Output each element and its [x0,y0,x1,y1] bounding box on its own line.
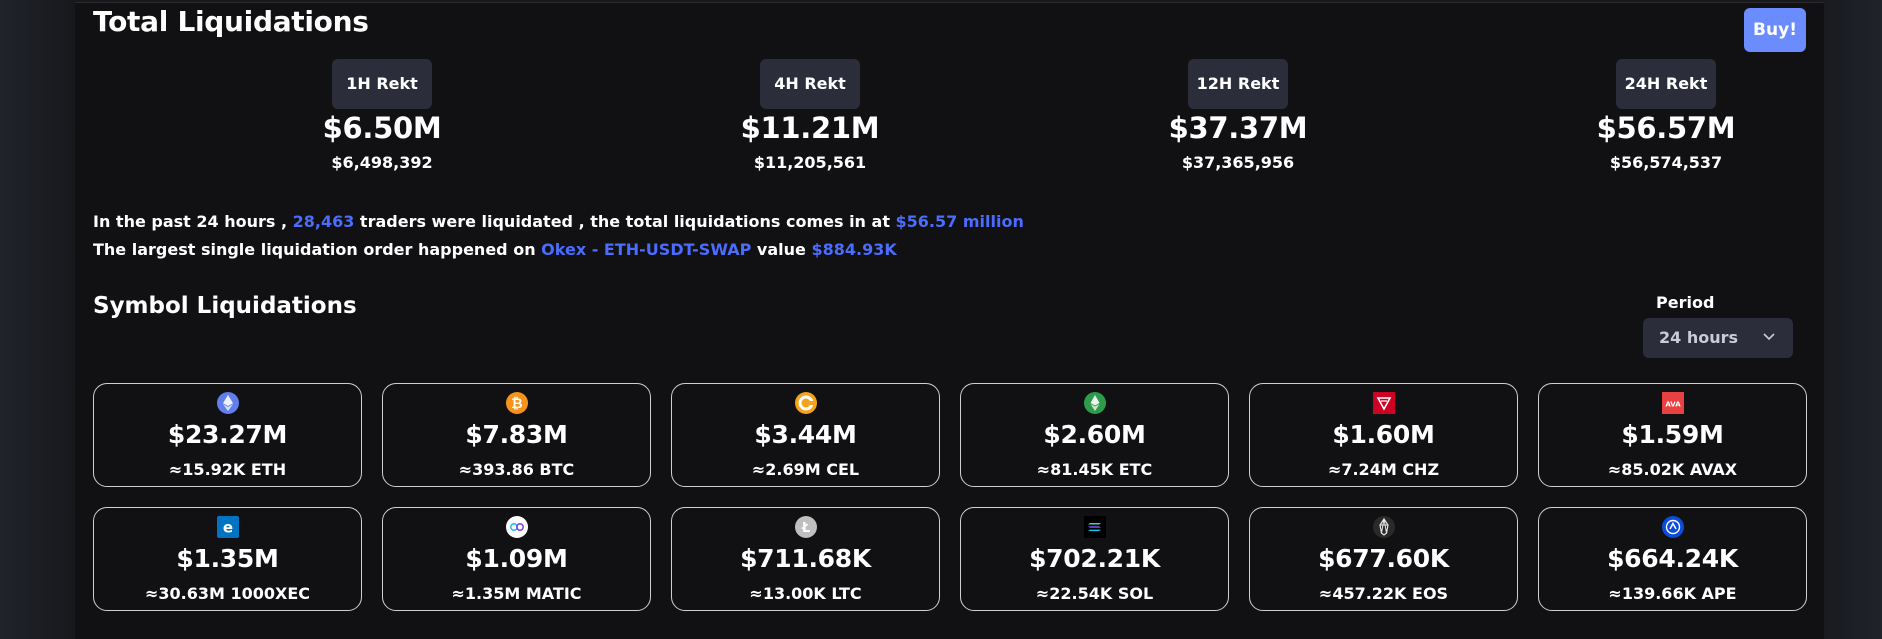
ltc-icon: Ł [795,516,817,538]
rekt-tab-24h[interactable]: 24H Rekt [1616,59,1716,109]
symbol-card-btc[interactable]: ₿ $7.83M ≈393.86 BTC [382,383,651,487]
summary-text: The largest single liquidation order hap… [93,240,542,259]
period-label: Period [1656,293,1715,312]
avax-icon: AVA [1662,392,1684,414]
page-title: Total Liquidations [93,5,369,38]
symbol-card-etc[interactable]: $2.60M ≈81.45K ETC [960,383,1229,487]
section-title: Symbol Liquidations [93,293,357,319]
card-value: $702.21K [1029,544,1160,573]
rekt-12h: 12H Rekt $37.37M $37,365,956 [1088,59,1388,172]
eos-icon [1373,516,1395,538]
svg-text:AVA: AVA [1665,401,1681,409]
card-amount: ≈393.86 BTC [458,460,575,479]
matic-icon [506,516,528,538]
largest-order-link[interactable]: Okex - ETH-USDT-SWAP [541,240,752,259]
rekt-short-value: $6.50M [322,111,442,145]
card-value: $3.44M [754,420,857,449]
symbol-card-matic[interactable]: $1.09M ≈1.35M MATIC [382,507,651,611]
card-amount: ≈457.22K EOS [1318,584,1449,603]
rekt-1h: 1H Rekt $6.50M $6,498,392 [232,59,532,172]
rekt-full-value: $37,365,956 [1181,153,1295,172]
chevron-down-icon [1763,333,1775,341]
etc-icon [1084,392,1106,414]
summary-line-largest: The largest single liquidation order hap… [93,240,897,259]
liquidations-panel: Total Liquidations Buy! 1H Rekt $6.50M $… [75,2,1824,639]
card-value: $664.24K [1607,544,1738,573]
symbol-card-xec[interactable]: e $1.35M ≈30.63M 1000XEC [93,507,362,611]
rekt-short-value: $56.57M [1596,111,1736,145]
rekt-24h: 24H Rekt $56.57M $56,574,537 [1516,59,1816,172]
cel-icon [795,392,817,414]
chz-icon [1373,392,1395,414]
ape-icon [1662,516,1684,538]
card-amount: ≈139.66K APE [1608,584,1737,603]
card-amount: ≈2.69M CEL [751,460,860,479]
symbol-card-eos[interactable]: $677.60K ≈457.22K EOS [1249,507,1518,611]
eth-icon [217,392,239,414]
card-amount: ≈15.92K ETH [168,460,287,479]
rekt-4h: 4H Rekt $11.21M $11,205,561 [660,59,960,172]
summary-text: traders were liquidated , the total liqu… [354,212,896,231]
card-value: $1.59M [1621,420,1724,449]
btc-icon: ₿ [506,392,528,414]
total-liquidations: $56.57 million [895,212,1024,231]
xec-icon: e [217,516,239,538]
card-amount: ≈85.02K AVAX [1607,460,1738,479]
card-value: $1.60M [1332,420,1435,449]
rekt-full-value: $6,498,392 [331,153,433,172]
rekt-full-value: $56,574,537 [1609,153,1723,172]
card-amount: ≈30.63M 1000XEC [144,584,311,603]
symbol-card-ape[interactable]: $664.24K ≈139.66K APE [1538,507,1807,611]
card-value: $23.27M [167,420,288,449]
card-amount: ≈13.00K LTC [749,584,862,603]
symbol-card-cel[interactable]: $3.44M ≈2.69M CEL [671,383,940,487]
svg-text:Ł: Ł [801,521,810,536]
symbol-card-sol[interactable]: $702.21K ≈22.54K SOL [960,507,1229,611]
traders-count: 28,463 [292,212,355,231]
rekt-tab-4h[interactable]: 4H Rekt [760,59,860,109]
rekt-tab-12h[interactable]: 12H Rekt [1188,59,1288,109]
card-value: $1.35M [176,544,279,573]
buy-button[interactable]: Buy! [1744,8,1806,52]
card-amount: ≈1.35M MATIC [451,584,582,603]
summary-text: In the past 24 hours , [93,212,293,231]
symbol-card-chz[interactable]: $1.60M ≈7.24M CHZ [1249,383,1518,487]
period-select[interactable]: 24 hours [1643,318,1793,358]
rekt-short-value: $11.21M [740,111,880,145]
period-value: 24 hours [1659,328,1739,347]
summary-line-traders: In the past 24 hours , 28,463 traders we… [93,212,1024,231]
summary-text: value [751,240,812,259]
card-amount: ≈22.54K SOL [1035,584,1154,603]
sol-icon [1084,516,1106,538]
rekt-short-value: $37.37M [1168,111,1308,145]
card-value: $711.68K [740,544,871,573]
card-amount: ≈7.24M CHZ [1327,460,1440,479]
card-amount: ≈81.45K ETC [1036,460,1153,479]
svg-text:₿: ₿ [511,396,522,412]
largest-order-value: $884.93K [811,240,897,259]
svg-text:e: e [223,519,233,537]
card-value: $7.83M [465,420,568,449]
symbol-card-avax[interactable]: AVA $1.59M ≈85.02K AVAX [1538,383,1807,487]
card-value: $1.09M [465,544,568,573]
rekt-full-value: $11,205,561 [753,153,867,172]
symbol-card-eth[interactable]: $23.27M ≈15.92K ETH [93,383,362,487]
symbol-card-ltc[interactable]: Ł $711.68K ≈13.00K LTC [671,507,940,611]
card-value: $2.60M [1043,420,1146,449]
card-value: $677.60K [1318,544,1449,573]
rekt-tab-1h[interactable]: 1H Rekt [332,59,432,109]
